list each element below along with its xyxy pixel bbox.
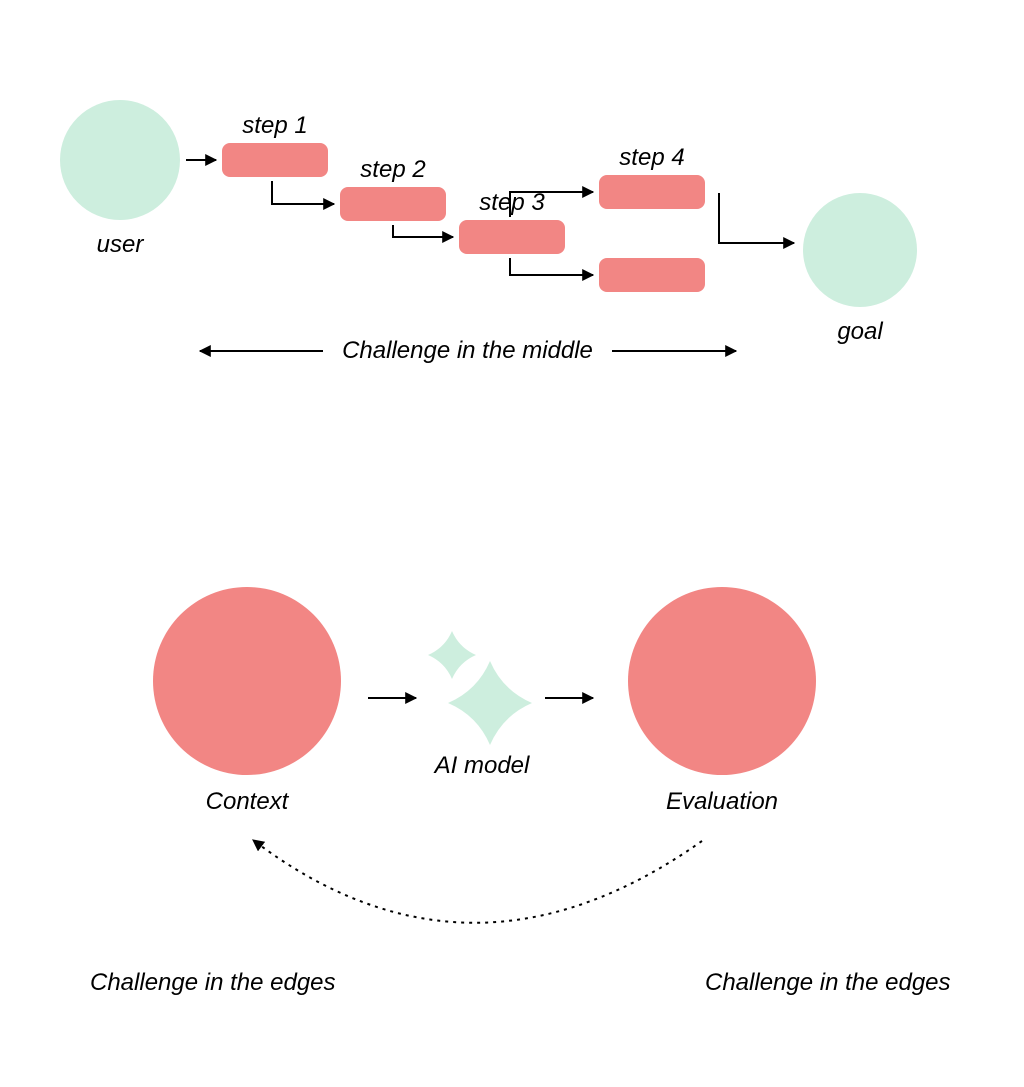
step-label-3: step 3: [479, 189, 545, 216]
evaluation-circle: [628, 587, 816, 775]
goal-circle: [803, 193, 917, 307]
feedback-arc: [253, 840, 702, 923]
user-node: user: [60, 100, 180, 258]
step-box-2: [340, 187, 446, 221]
bottom-diagram: Context Evaluation AI model Challenge in…: [90, 587, 951, 996]
top-caption-group: Challenge in the middle: [200, 337, 736, 364]
ai-model-label: AI model: [433, 752, 530, 779]
bottom-caption-left: Challenge in the edges: [90, 969, 336, 996]
sparkle-icon: [428, 631, 476, 679]
context-label: Context: [206, 788, 290, 815]
step-label-2: step 2: [360, 156, 425, 183]
arrow-step4-to-goal: [719, 193, 794, 243]
step-box-1: [222, 143, 328, 177]
goal-label: goal: [837, 318, 883, 345]
bottom-caption-right: Challenge in the edges: [705, 969, 951, 996]
user-circle: [60, 100, 180, 220]
arrow-step1-to-step2: [272, 181, 334, 204]
top-caption: Challenge in the middle: [342, 337, 593, 364]
sparkle-icon: [448, 661, 532, 745]
steps-group: step 1 step 2 step 3 step 4: [222, 112, 705, 254]
step-label-4: step 4: [619, 144, 684, 171]
context-circle: [153, 587, 341, 775]
step-label-1: step 1: [242, 112, 307, 139]
arrow-step3-to-extra: [510, 258, 593, 275]
step-box-4: [599, 175, 705, 209]
top-diagram: user goal step 1 step 2 step 3 step 4 Chall…: [60, 100, 917, 364]
goal-node: goal: [803, 193, 917, 345]
arrow-step2-to-step3: [393, 225, 453, 237]
evaluation-label: Evaluation: [666, 788, 778, 815]
step-box-3: [459, 220, 565, 254]
ai-sparkle-icon: [428, 631, 532, 745]
extra-step-box: [599, 258, 705, 292]
user-label: user: [97, 231, 145, 258]
